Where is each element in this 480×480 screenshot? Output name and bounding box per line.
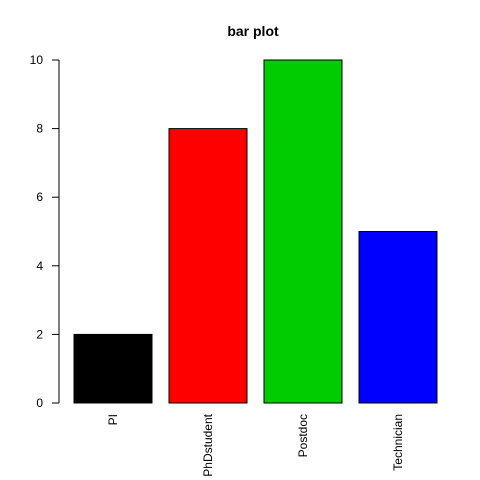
- bar-technician: [358, 231, 438, 404]
- x-axis-labels: PI PhDstudent Postdoc Technician: [106, 413, 405, 476]
- bar-phdstudent: [168, 128, 248, 404]
- y-tick-label: 0: [36, 396, 43, 410]
- bar-series: [73, 59, 438, 404]
- bar-postdoc: [263, 59, 343, 404]
- y-tick-label: 8: [36, 122, 43, 136]
- y-axis: 0 2 4 6 8 10: [30, 53, 60, 410]
- y-tick-label: 6: [36, 190, 43, 204]
- x-tick-label: Postdoc: [296, 414, 310, 457]
- bar-pi: [73, 333, 153, 404]
- y-tick-label: 10: [30, 53, 44, 67]
- x-tick-label: Technician: [391, 414, 405, 471]
- x-tick-label: PI: [106, 414, 120, 425]
- y-tick-label: 4: [36, 259, 43, 273]
- x-tick-label: PhDstudent: [201, 413, 215, 476]
- y-tick-label: 2: [36, 327, 43, 341]
- chart-title: bar plot: [227, 23, 279, 39]
